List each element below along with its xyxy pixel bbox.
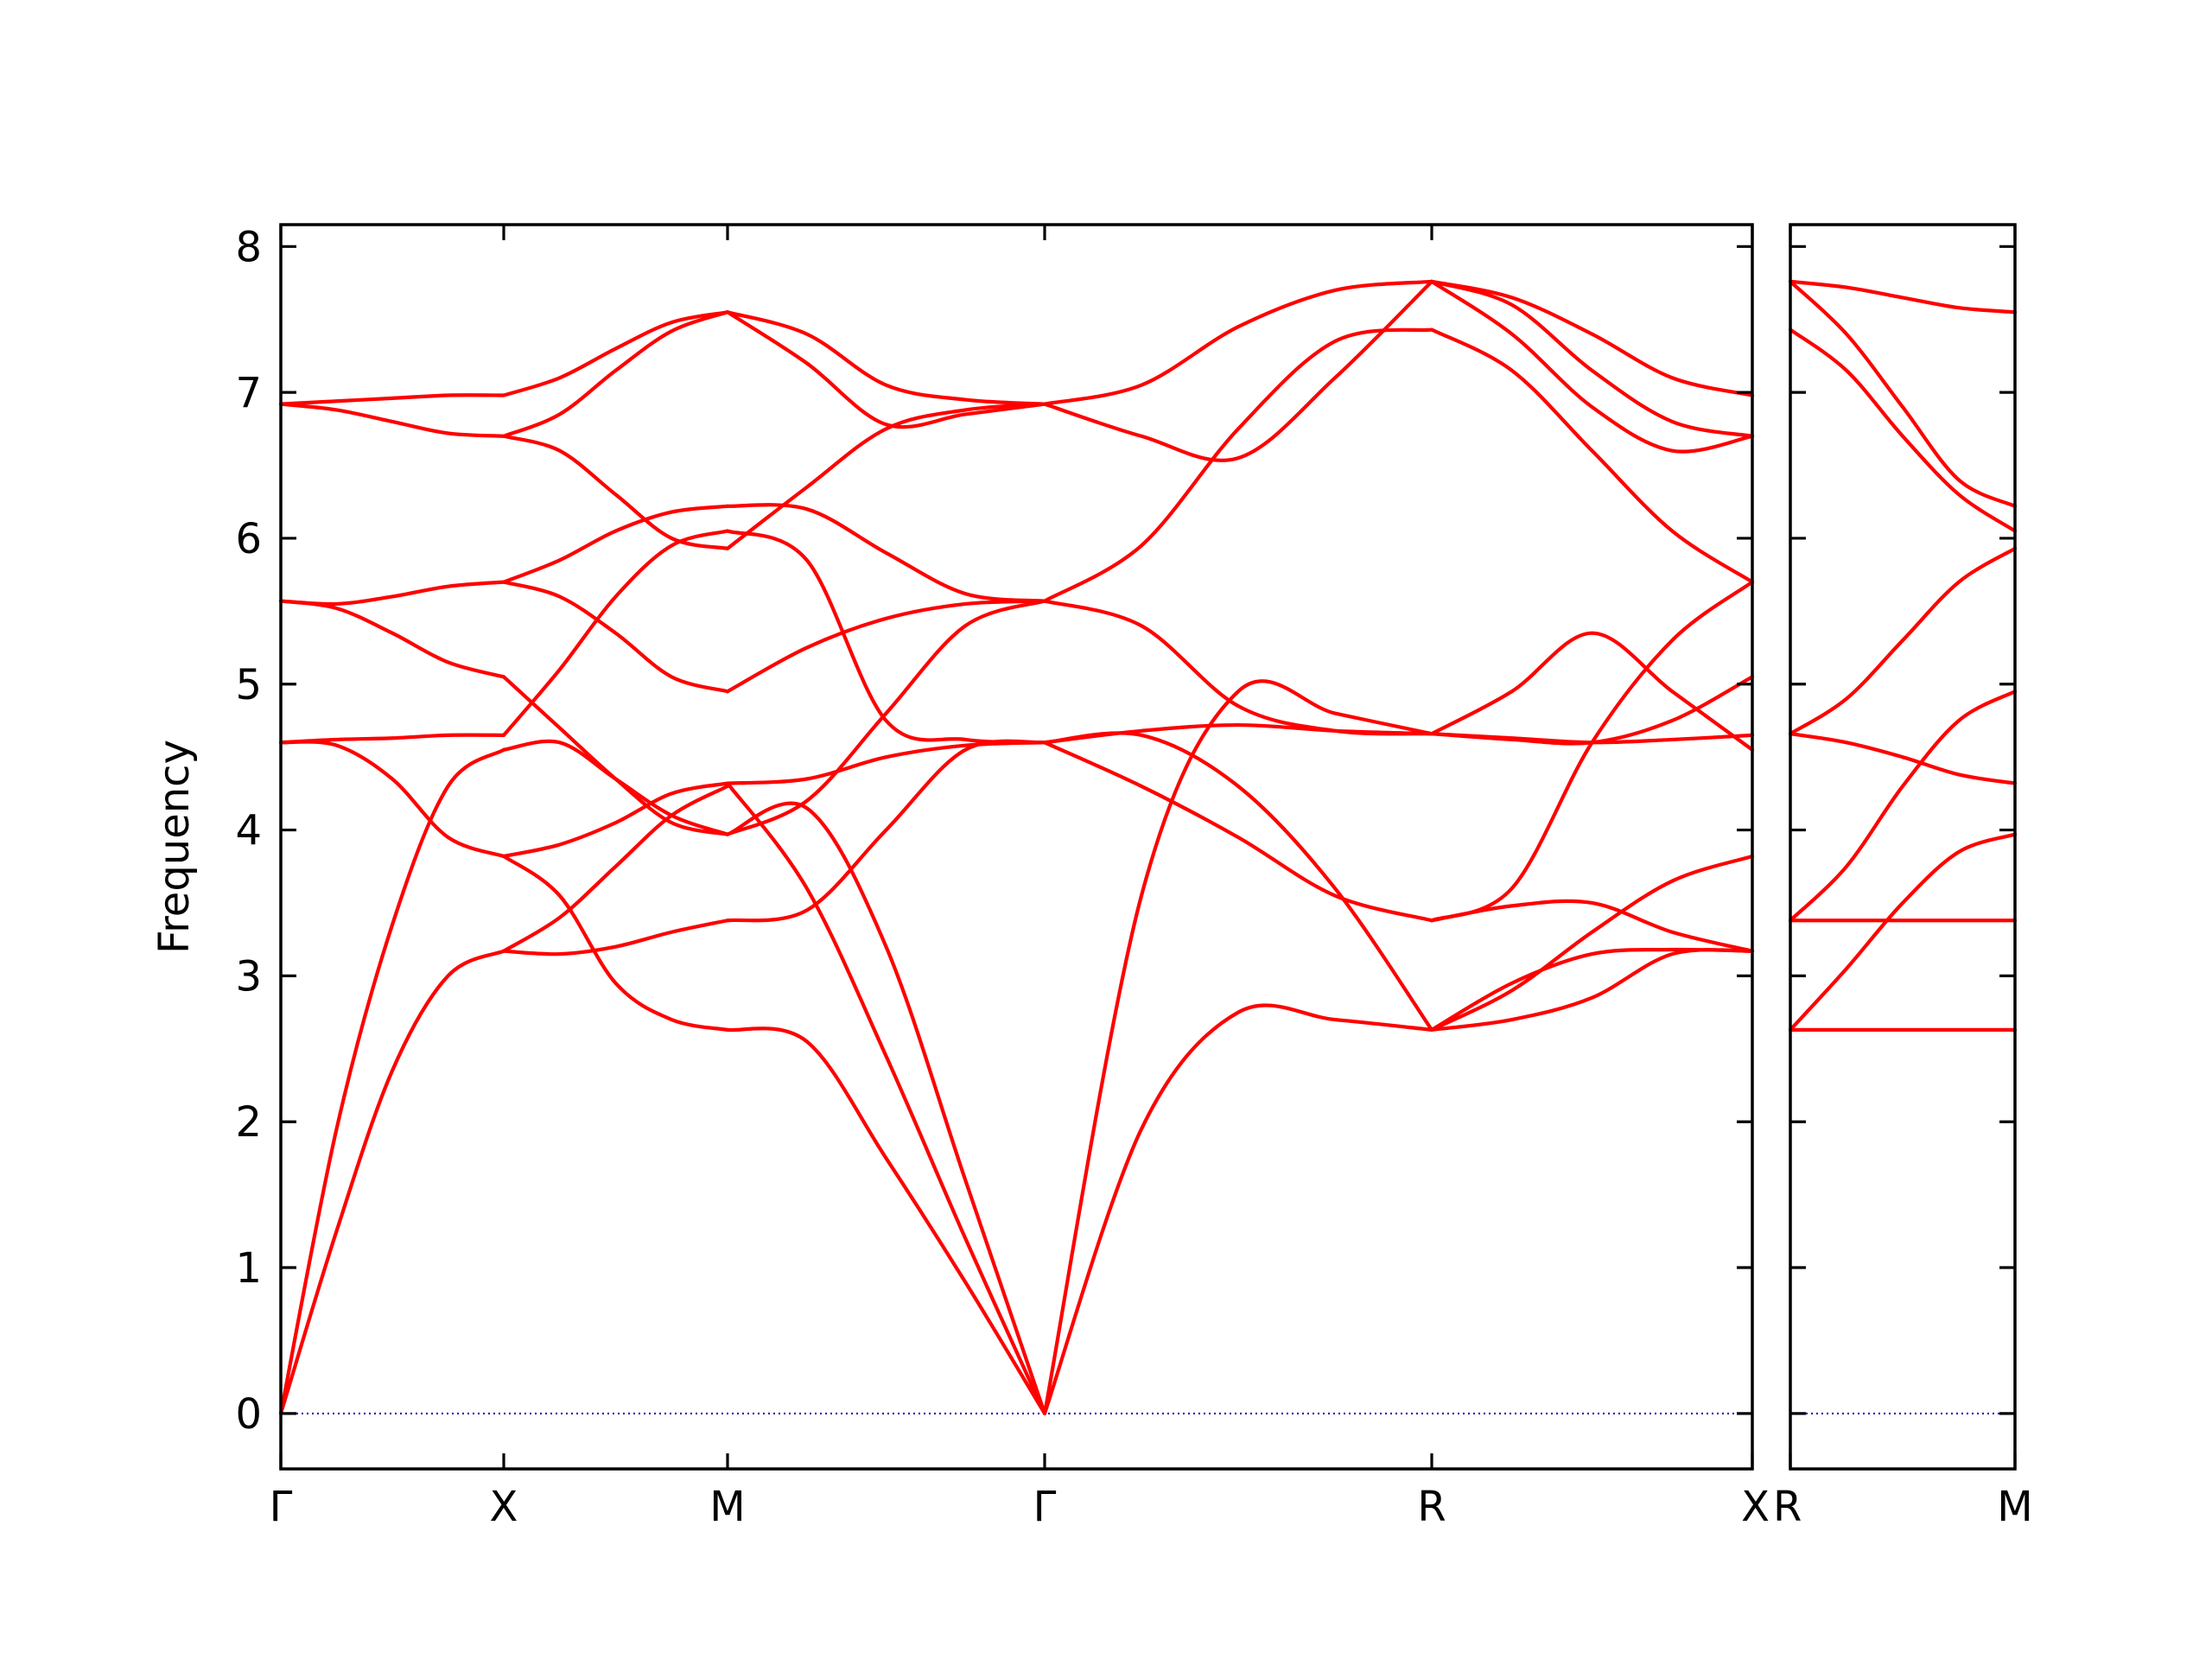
band-line <box>1042 279 1434 406</box>
band-line <box>1042 599 1434 736</box>
band-line <box>1429 279 1755 438</box>
segment-1 <box>1788 279 2018 1032</box>
y-tick-label: 3 <box>235 952 262 1001</box>
band-line <box>501 434 730 550</box>
y-tick-label: 6 <box>235 515 262 563</box>
band-line <box>1429 631 1755 752</box>
band-line <box>1788 327 2018 533</box>
band-line <box>1429 279 1755 397</box>
band-line <box>1042 722 1434 745</box>
band-line <box>725 402 1047 550</box>
band-line <box>1042 1003 1434 1415</box>
panel-1: 0 1 2 3 4 5 6 7 8 Γ X M Γ R X <box>235 223 1770 1531</box>
band-line <box>725 310 1047 429</box>
band-line <box>1429 854 1755 1032</box>
band-line <box>278 402 506 438</box>
band-line <box>501 310 730 438</box>
band-line <box>278 393 506 406</box>
plot-frame <box>279 223 1754 1471</box>
band-line <box>1788 279 2018 315</box>
band-line <box>1429 899 1755 953</box>
band-line <box>1042 741 1434 923</box>
band-line <box>501 918 730 957</box>
band-line <box>1042 279 1434 462</box>
band-line <box>501 675 730 836</box>
segment-4 <box>1042 279 1434 1415</box>
x-tick-label: R <box>1773 1483 1802 1531</box>
y-tick-label: 5 <box>235 661 262 709</box>
band-line <box>725 503 1047 603</box>
band-line <box>1429 947 1755 1032</box>
band-line <box>1042 731 1434 1032</box>
band-line <box>1788 546 2018 736</box>
x-tick-label: Γ <box>1033 1483 1057 1531</box>
band-line <box>1429 279 1755 454</box>
band-line <box>278 740 506 859</box>
band-line <box>1429 948 1755 1032</box>
band-line <box>278 949 506 1415</box>
band-line <box>501 529 730 737</box>
segment-3 <box>725 310 1047 1415</box>
band-line <box>725 599 1047 694</box>
segment-5 <box>1429 279 1755 1032</box>
y-tick-label: 7 <box>235 369 262 417</box>
band-line <box>278 599 506 679</box>
segment-1 <box>278 393 506 1415</box>
segment-2 <box>501 310 730 1032</box>
band-line <box>1429 732 1755 745</box>
band-line <box>1042 327 1434 603</box>
y-tick-label: 1 <box>235 1244 262 1293</box>
y-tick-label: 2 <box>235 1098 262 1147</box>
band-line <box>1788 690 2018 923</box>
x-tick-label: X <box>490 1483 518 1531</box>
x-tick-label: R <box>1417 1483 1446 1531</box>
band-line <box>725 741 1047 785</box>
y-axis-label: Frequency <box>150 740 199 954</box>
band-line <box>501 854 730 1032</box>
band-line <box>725 801 1047 1415</box>
band-line <box>278 580 506 607</box>
band-line <box>501 310 730 397</box>
band-line <box>725 310 1047 406</box>
x-tick-label: M <box>1997 1483 2032 1531</box>
x-tick-label: Γ <box>270 1483 293 1531</box>
y-tick-label: 4 <box>235 807 262 855</box>
x-tick-label: M <box>709 1483 745 1531</box>
band-line <box>1429 327 1755 584</box>
band-line <box>278 733 506 745</box>
band-line <box>725 1027 1047 1415</box>
band-line <box>725 739 1047 923</box>
band-line <box>1042 679 1434 1415</box>
band-line <box>1788 279 2018 508</box>
y-tick-label: 8 <box>235 223 262 271</box>
x-tick-label: X <box>1741 1483 1770 1531</box>
y-tick-label: 0 <box>235 1390 262 1439</box>
plot-frame <box>1789 223 2017 1471</box>
band-line <box>501 504 730 584</box>
band-line <box>1788 832 2018 1032</box>
band-line <box>1788 732 2018 785</box>
band-line <box>501 781 730 859</box>
band-line <box>278 747 506 1415</box>
band-line <box>725 599 1047 836</box>
band-line <box>501 580 730 694</box>
band-line <box>725 529 1047 745</box>
band-line <box>501 784 730 953</box>
band-line <box>725 781 1047 1415</box>
